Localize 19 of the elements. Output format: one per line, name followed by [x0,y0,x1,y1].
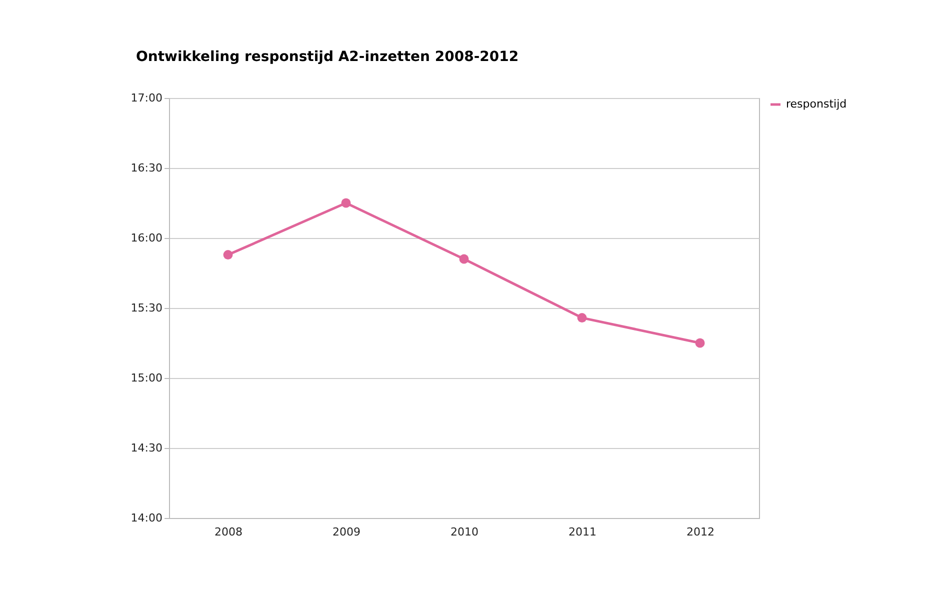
chart-title: Ontwikkeling responstijd A2-inzetten 2008-2012 [136,49,519,65]
x-tick-label: 2008 [214,526,242,538]
legend-label: responstijd [786,98,847,110]
point [577,313,587,323]
point [223,250,233,260]
y-tick-label: 15:30 [130,302,162,314]
y-tick-label: 16:00 [130,232,162,244]
point [341,198,351,208]
x-tick-label: 2012 [686,526,714,538]
point [459,254,469,264]
y-tick-label: 14:00 [130,512,162,524]
x-tick-label: 2010 [450,526,478,538]
y-tick-label: 15:00 [130,372,162,384]
y-tick-label: 14:30 [130,442,162,454]
y-tick-label: 16:30 [130,162,162,174]
x-tick-label: 2011 [568,526,596,538]
y-tick-label: 17:00 [130,92,162,104]
x-tick-label: 2009 [332,526,360,538]
point [695,338,705,348]
